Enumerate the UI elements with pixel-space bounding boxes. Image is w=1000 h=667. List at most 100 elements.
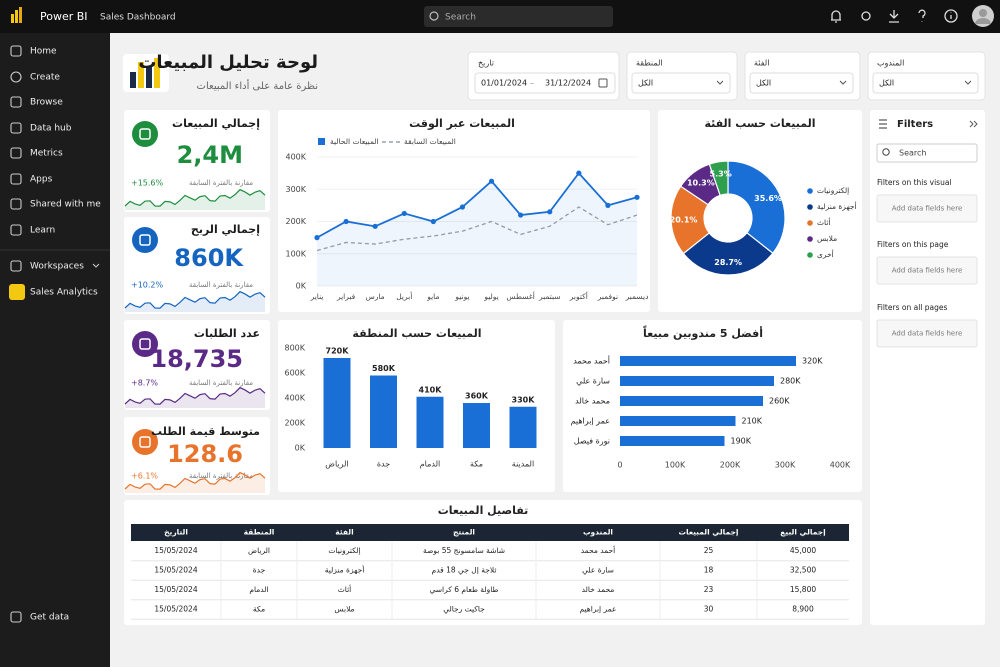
logo-bar xyxy=(11,14,14,23)
info-icon[interactable] xyxy=(944,9,958,23)
data-label: 35.6% xyxy=(754,194,782,203)
bell-icon[interactable] xyxy=(831,10,841,23)
data-label: 210K xyxy=(742,417,763,426)
column-header: إجمالي المبيعات xyxy=(679,528,739,537)
column-header: المنطقة xyxy=(244,528,275,537)
table-title: تفاصيل المبيعات xyxy=(438,504,529,517)
table-cell: عمر إبراهيم xyxy=(580,605,617,614)
dropdown[interactable] xyxy=(749,72,854,94)
download-icon[interactable] xyxy=(889,10,899,23)
table-cell: 25 xyxy=(704,546,714,555)
x-tick-label: 100K xyxy=(665,461,686,470)
y-tick-label: 300K xyxy=(285,185,306,194)
table-cell: 23 xyxy=(704,585,714,594)
y-tick-label: 200K xyxy=(285,217,306,226)
logo xyxy=(11,7,22,23)
dropdown[interactable] xyxy=(631,72,731,94)
legend-label: أجهزة منزلية xyxy=(817,201,857,211)
nav-item[interactable]: Home xyxy=(30,47,57,57)
kpi-title: إجمالي المبيعات xyxy=(172,117,260,130)
drop-zone-hint: Add data fields here xyxy=(892,330,963,338)
search-placeholder[interactable]: Search xyxy=(899,149,926,158)
table-cell: سارة علي xyxy=(582,566,614,575)
date-separator: – xyxy=(530,79,534,88)
nav-item[interactable]: Metrics xyxy=(30,149,63,159)
chart-title: المبيعات حسب الفئة xyxy=(704,117,815,130)
x-tick-label: نوفمبر xyxy=(597,292,618,301)
pie-slice xyxy=(727,160,786,255)
drop-zone-hint: Add data fields here xyxy=(892,267,963,275)
table-cell: شاشة سامسونج 55 بوصة xyxy=(423,546,505,555)
nav-icon xyxy=(10,198,22,210)
kpi-change: +15.6% xyxy=(131,179,164,188)
nav-item[interactable]: Data hub xyxy=(30,124,72,134)
bar xyxy=(463,403,490,448)
date-input[interactable] xyxy=(474,72,616,94)
x-tick-label: مكة xyxy=(470,460,483,469)
kpi-icon-glyph xyxy=(139,436,151,448)
dropdown-value: الكل xyxy=(756,79,771,88)
series-line xyxy=(316,171,638,239)
nav-item[interactable]: Apps xyxy=(30,175,53,185)
logo-bar xyxy=(138,62,144,88)
sparkline xyxy=(124,290,266,309)
collapse-icon[interactable] xyxy=(969,120,978,128)
table-cell: الدمام xyxy=(249,585,268,594)
nav-item[interactable]: Create xyxy=(30,73,60,83)
pane-title: Filters xyxy=(897,119,933,130)
nav-item[interactable]: Sales Analytics xyxy=(30,288,98,298)
legend-swatch xyxy=(807,252,813,258)
avatar-head xyxy=(979,9,987,17)
data-label: 10.3% xyxy=(687,178,715,187)
column-header: المندوب xyxy=(583,528,613,537)
logo-bar xyxy=(146,67,152,88)
table-cell: الرياض xyxy=(248,546,270,555)
kpi-value: 2,4M xyxy=(177,141,243,169)
data-point xyxy=(372,223,378,229)
bar xyxy=(620,436,725,446)
x-tick-label: جدة xyxy=(377,460,390,469)
search-box[interactable] xyxy=(424,6,613,27)
chart-card xyxy=(278,110,650,312)
table-cell: 15/05/2024 xyxy=(154,585,197,594)
kpi-title: إجمالي الربح xyxy=(191,223,260,236)
kpi-card xyxy=(124,320,270,410)
settings-icon[interactable] xyxy=(861,11,871,21)
date-start: 01/01/2024 xyxy=(481,79,527,88)
nav-item[interactable]: Learn xyxy=(30,226,55,236)
search-icon xyxy=(429,11,439,21)
x-tick-label: مارس xyxy=(366,292,385,301)
drop-zone[interactable] xyxy=(876,319,978,348)
search-placeholder[interactable]: Search xyxy=(445,13,476,23)
drop-zone[interactable] xyxy=(876,256,978,285)
bar xyxy=(620,376,774,386)
data-label: 330K xyxy=(512,395,536,404)
legend-swatch xyxy=(807,188,813,194)
pane-search[interactable] xyxy=(876,143,978,163)
data-point xyxy=(605,202,611,208)
table-cell: 15/05/2024 xyxy=(154,546,197,555)
kpi-title: عدد الطلبات xyxy=(194,327,260,340)
filter-label: المندوب xyxy=(877,59,904,68)
nav-item[interactable]: Shared with me xyxy=(30,200,101,210)
sparkline xyxy=(124,386,266,405)
dropdown[interactable] xyxy=(872,72,979,94)
y-tick-label: نورة فيصل xyxy=(574,437,610,446)
help-glyph xyxy=(918,9,926,22)
filter-label: المنطقة xyxy=(636,59,663,68)
x-tick-label: المدينة xyxy=(512,460,534,469)
nav-item[interactable]: Browse xyxy=(30,98,63,108)
y-tick-label: 400K xyxy=(284,394,305,403)
nav-item[interactable]: Workspaces xyxy=(30,262,84,272)
series-area xyxy=(317,173,637,286)
kpi-icon xyxy=(132,121,158,147)
sparkline-area xyxy=(125,472,265,493)
bar xyxy=(416,396,444,448)
drop-zone[interactable] xyxy=(876,194,978,223)
legend-swatch xyxy=(807,204,813,210)
avatar-body xyxy=(975,18,991,24)
nav-item[interactable]: Get data xyxy=(30,613,69,623)
chevron xyxy=(964,80,972,85)
column-header: الفئة xyxy=(335,528,353,537)
y-tick-label: 600K xyxy=(284,369,305,378)
